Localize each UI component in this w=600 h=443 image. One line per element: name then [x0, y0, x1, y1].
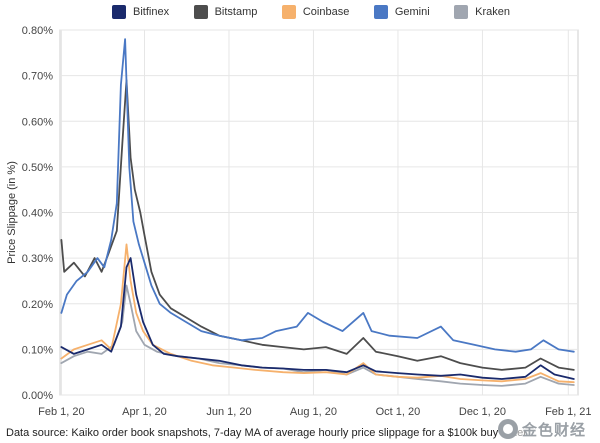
legend-swatch — [112, 5, 126, 19]
x-tick-label: Feb 1, 21 — [545, 406, 591, 418]
series-line-bitstamp — [60, 79, 575, 371]
y-tick-label: 0.30% — [22, 253, 53, 265]
legend-label: Bitstamp — [214, 6, 258, 18]
legend-swatch — [373, 5, 388, 19]
legend-label: Kraken — [475, 6, 510, 18]
legend-label: Coinbase — [302, 6, 350, 18]
watermark-logo: 金色财经 — [498, 417, 592, 441]
watermark-text: 金色财经 — [522, 420, 587, 439]
y-tick-label: 0.80% — [22, 25, 53, 37]
y-tick-label: 0.70% — [22, 71, 53, 83]
y-tick-label: 0.20% — [22, 299, 53, 311]
series-line-bitfinex — [60, 257, 575, 380]
legend-item-coinbase: Coinbase — [281, 5, 350, 19]
series-line-gemini — [60, 38, 575, 353]
legend-item-bitstamp: Bitstamp — [193, 5, 258, 19]
data-source-text: Data source: Kaiko order book snapshots,… — [6, 427, 527, 439]
legend-item-gemini: Gemini — [373, 5, 430, 19]
legend-swatch — [281, 5, 296, 19]
legend-item-bitfinex: Bitfinex — [112, 5, 169, 19]
legend-swatch — [454, 5, 469, 19]
data-source-note: Data source: Kaiko order book snapshots,… — [6, 427, 594, 439]
series-line-coinbase — [60, 243, 575, 384]
x-tick-label: Apr 1, 20 — [122, 406, 167, 418]
y-tick-label: 0.10% — [22, 344, 53, 356]
legend-item-kraken: Kraken — [454, 5, 510, 19]
x-tick-label: Dec 1, 20 — [459, 406, 506, 418]
x-tick-label: Jun 1, 20 — [206, 406, 251, 418]
x-tick-label: Aug 1, 20 — [290, 406, 337, 418]
x-tick-label: Feb 1, 20 — [38, 406, 84, 418]
y-tick-label: 0.50% — [22, 162, 53, 174]
y-tick-label: 0.60% — [22, 116, 53, 128]
y-tick-label: 0.00% — [22, 390, 53, 402]
y-axis-label: Price Slippage (in %) — [6, 161, 18, 264]
legend-label: Gemini — [394, 6, 430, 18]
legend-label: Bitfinex — [133, 6, 170, 18]
chart-legend: Bitfinex Bitstamp Coinbase Gemini Kraken — [112, 3, 510, 21]
legend-swatch — [193, 5, 208, 19]
y-tick-label: 0.40% — [22, 208, 53, 220]
x-tick-label: Oct 1, 20 — [376, 406, 421, 418]
watermark-icon — [498, 419, 518, 439]
